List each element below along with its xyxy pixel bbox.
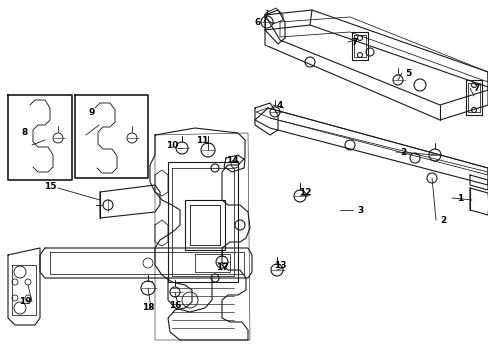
Text: 16: 16: [168, 301, 181, 310]
Text: 14: 14: [225, 156, 238, 165]
Text: 1: 1: [456, 194, 462, 202]
Text: 12: 12: [298, 188, 311, 197]
Text: 5: 5: [404, 68, 410, 77]
Text: 3: 3: [356, 206, 363, 215]
Text: 9: 9: [89, 108, 95, 117]
Text: 6: 6: [254, 18, 261, 27]
Text: 11: 11: [195, 135, 208, 144]
Text: 17: 17: [215, 264, 228, 273]
Text: 7: 7: [473, 84, 479, 93]
Text: 2: 2: [439, 216, 445, 225]
Text: 15: 15: [43, 181, 56, 190]
Text: 2: 2: [399, 148, 406, 157]
Text: 4: 4: [276, 100, 283, 109]
Text: 7: 7: [351, 37, 357, 46]
Text: 10: 10: [165, 140, 178, 149]
Text: 8: 8: [22, 127, 28, 136]
Text: 19: 19: [19, 297, 31, 306]
Text: 18: 18: [142, 303, 154, 312]
Text: 13: 13: [273, 261, 285, 270]
